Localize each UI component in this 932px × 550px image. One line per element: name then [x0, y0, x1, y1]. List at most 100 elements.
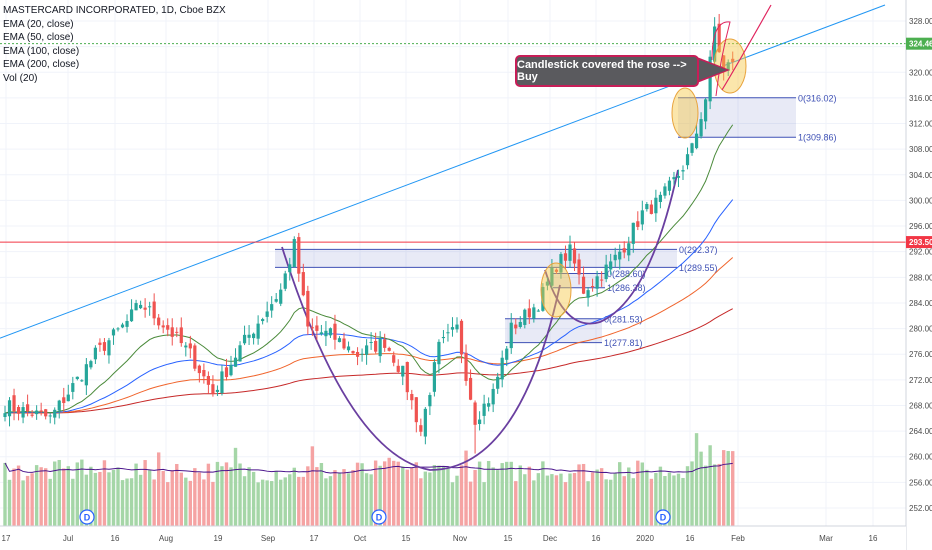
fib-label: 0(281.53): [604, 314, 643, 324]
candle-body: [107, 340, 111, 356]
volume-bar: [220, 466, 224, 526]
volume-bar: [62, 468, 66, 526]
candle-body: [387, 347, 391, 351]
volume-bar: [238, 463, 242, 526]
volume-pane: [3, 433, 735, 526]
candle-body: [39, 410, 43, 412]
candle-body: [319, 332, 323, 335]
candle-body: [7, 400, 12, 417]
volume-bar: [622, 476, 626, 526]
volume-legend[interactable]: Vol (20): [3, 72, 38, 84]
candle-body: [53, 409, 57, 418]
candle-body: [468, 377, 473, 400]
volume-bar: [337, 473, 342, 526]
candle-body: [66, 394, 70, 402]
candle-body: [450, 327, 455, 330]
candle-body: [500, 357, 504, 380]
ema200-legend[interactable]: EMA (200, close): [3, 59, 80, 71]
candle-body: [21, 407, 25, 418]
candle-body: [545, 281, 549, 286]
volume-bar: [179, 472, 183, 526]
candle-body: [75, 376, 79, 379]
volume-bar: [98, 471, 102, 526]
volume-bar: [731, 451, 735, 526]
dividend-marker-circle: [79, 509, 95, 525]
dividend-marker: D: [371, 509, 387, 525]
candle-body: [396, 365, 400, 372]
candle-body: [252, 333, 256, 339]
candle-body: [532, 307, 536, 319]
volume-bar: [550, 474, 554, 526]
price-tick-label: 264.00: [909, 427, 932, 436]
candle-body: [143, 307, 147, 310]
price-tick-label: 316.00: [909, 94, 932, 103]
price-tick-label: 280.00: [909, 325, 932, 334]
volume-bar: [328, 476, 333, 526]
volume-bar: [125, 478, 129, 526]
price-tick-label: 272.00: [909, 376, 932, 385]
candle-body: [401, 365, 405, 377]
candle-body: [563, 253, 568, 261]
candle-body: [365, 345, 369, 355]
volume-bar: [464, 450, 468, 526]
candle-body: [184, 345, 188, 348]
candle-body: [704, 99, 708, 122]
volume-bar: [405, 469, 409, 526]
volume-bar: [523, 474, 527, 526]
volume-bar: [401, 466, 405, 526]
price-badge-bg: [906, 37, 932, 50]
candle-body: [224, 367, 229, 378]
volume-bar: [455, 475, 459, 526]
volume-bar: [505, 461, 509, 526]
volume-bar: [297, 476, 301, 526]
volume-bar: [369, 474, 373, 526]
volume-bar: [184, 477, 188, 526]
volume-bar: [134, 463, 138, 526]
volume-bar: [536, 473, 541, 526]
volume-bar: [414, 462, 419, 526]
candle-body: [699, 119, 703, 137]
candle-body: [337, 338, 342, 343]
fib-label: 1(289.55): [679, 263, 718, 273]
volume-bar: [477, 461, 482, 526]
fib-zones: 0(316.02) 1(309.86) 0(292.37) 1(289.55) 0(28…: [275, 93, 837, 348]
candle-body: [179, 327, 183, 344]
ema100-legend[interactable]: EMA (100, close): [3, 45, 80, 57]
volume-bar: [599, 468, 604, 526]
chart-legend: MASTERCARD INCORPORATED, 1D, Cboe BZX EM…: [3, 4, 226, 86]
volume-bar: [446, 468, 450, 526]
price-badge-level: 293.50: [906, 236, 932, 249]
candle-body: [288, 264, 292, 273]
volume-bar: [450, 482, 455, 526]
volume-bar: [66, 466, 70, 526]
time-tick-label: Aug: [159, 534, 173, 543]
volume-bar: [229, 467, 233, 526]
candle-body: [676, 176, 681, 178]
ema50-legend[interactable]: EMA (50, close): [3, 32, 74, 44]
volume-bar: [468, 481, 473, 526]
volume-bar: [649, 478, 654, 526]
buy-callout[interactable]: Candlestick covered the rose --> Buy: [515, 55, 699, 87]
candle-body: [3, 413, 7, 418]
volume-bar: [608, 479, 613, 526]
candle-body: [206, 375, 210, 385]
volume-bar: [563, 482, 568, 526]
volume-bar: [428, 472, 432, 526]
volume-bar: [672, 475, 676, 526]
ema20-legend[interactable]: EMA (20, close): [3, 18, 74, 30]
fib-zone: [505, 318, 602, 343]
time-tick-label: 17: [2, 534, 11, 543]
candle-body: [152, 301, 156, 319]
price-tick-label: 296.00: [909, 222, 932, 231]
candle-body: [627, 243, 631, 256]
time-tick-label: 17: [310, 534, 319, 543]
volume-bar: [129, 478, 134, 526]
volume-bar: [703, 465, 708, 526]
volume-bar: [147, 470, 152, 526]
cup-curve-small: [544, 169, 679, 325]
candle-body: [690, 143, 694, 153]
candle-body: [667, 180, 672, 191]
volume-bar: [351, 470, 355, 526]
